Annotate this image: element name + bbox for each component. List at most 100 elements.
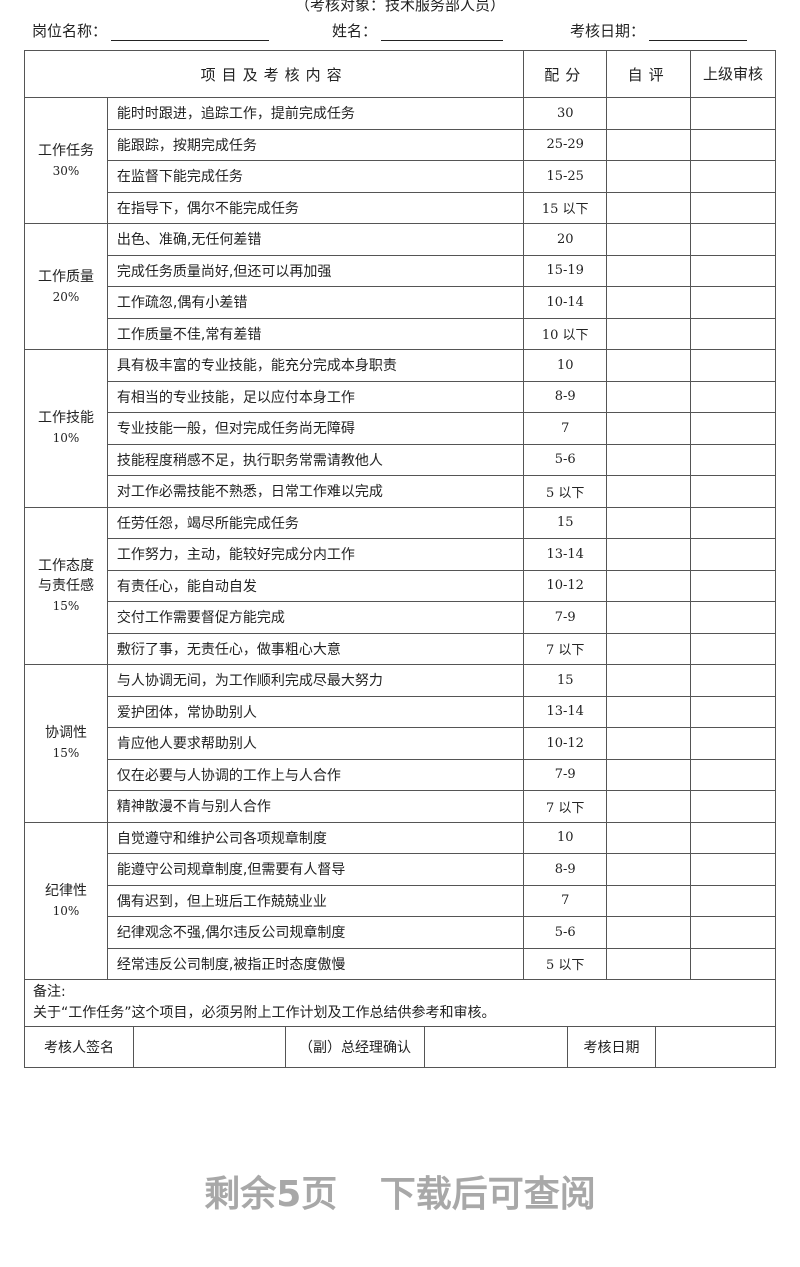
table-row: 工作疏忽,偶有小差错 10-14: [25, 286, 776, 319]
self-eval-cell[interactable]: [606, 412, 692, 445]
self-eval-cell[interactable]: [606, 790, 692, 823]
score-cell: 7-9: [523, 601, 608, 634]
header-content: 项目及考核内容: [23, 50, 525, 98]
position-field: 岗位名称：: [32, 20, 270, 41]
category-cell: 纪律性 10%: [24, 821, 108, 980]
superior-eval-cell[interactable]: [690, 664, 776, 697]
category-cell: 工作质量 20%: [24, 223, 108, 350]
self-eval-cell[interactable]: [606, 821, 692, 854]
name-input[interactable]: [381, 24, 504, 41]
superior-eval-cell[interactable]: [690, 412, 776, 445]
self-eval-cell[interactable]: [606, 632, 692, 665]
self-eval-cell[interactable]: [606, 853, 692, 886]
category-name: 纪律性: [44, 882, 87, 899]
category-name: 工作态度 与责任感: [37, 557, 94, 594]
score-cell: 25-29: [523, 128, 608, 161]
category-cell: 工作态度 与责任感 15%: [24, 506, 108, 665]
self-eval-cell[interactable]: [606, 443, 692, 476]
category-name: 工作技能: [37, 410, 94, 427]
criteria-cell: 能时时跟进，追踪工作，提前完成任务: [106, 97, 525, 130]
self-eval-cell[interactable]: [606, 947, 692, 980]
self-eval-cell[interactable]: [606, 223, 692, 256]
criteria-cell: 敷衍了事，无责任心，做事粗心大意: [106, 632, 525, 665]
superior-eval-cell[interactable]: [690, 191, 776, 224]
name-field: 姓名：: [332, 20, 504, 41]
self-eval-cell[interactable]: [606, 506, 692, 539]
table-row: 纪律性 10% 自觉遵守和维护公司各项规章制度 10: [24, 821, 776, 980]
table-row: 协调性 15% 与人协调无间，为工作顺利完成尽最大努力 15: [24, 664, 776, 823]
table-row: 仅在必要与人协调的工作上与人合作 7-9: [25, 758, 776, 791]
superior-eval-cell[interactable]: [690, 884, 776, 917]
sign-date-label: 考核日期: [568, 1027, 656, 1067]
date-input[interactable]: [649, 24, 748, 41]
self-eval-cell[interactable]: [606, 601, 692, 634]
self-eval-cell[interactable]: [606, 317, 692, 350]
reviewer-signature-cell[interactable]: [134, 1027, 286, 1067]
self-eval-cell[interactable]: [606, 884, 692, 917]
criteria-cell: 工作努力，主动，能较好完成分内工作: [106, 538, 525, 571]
table-row: 在指导下，偶尔不能完成任务 15 以下: [25, 191, 776, 224]
category-weight: 20%: [52, 289, 80, 304]
superior-eval-cell[interactable]: [690, 916, 776, 949]
superior-eval-cell[interactable]: [690, 790, 776, 823]
self-eval-cell[interactable]: [606, 97, 692, 130]
self-eval-cell[interactable]: [606, 475, 692, 508]
table-row: 纪律观念不强,偶尔违反公司规章制度 5-6: [25, 916, 776, 949]
superior-eval-cell[interactable]: [690, 128, 776, 161]
criteria-cell: 在监督下能完成任务: [106, 160, 525, 193]
score-cell: 7: [523, 884, 608, 917]
superior-eval-cell[interactable]: [690, 317, 776, 350]
score-cell: 30: [523, 97, 608, 130]
self-eval-cell[interactable]: [606, 916, 692, 949]
score-cell: 15: [523, 506, 608, 539]
footer-banner[interactable]: 剩余5页 下载后可查阅: [204, 1174, 596, 1215]
sign-date-cell[interactable]: [656, 1027, 775, 1067]
self-eval-cell[interactable]: [606, 664, 692, 697]
criteria-cell: 完成任务质量尚好,但还可以再加强: [106, 254, 525, 287]
self-eval-cell[interactable]: [606, 128, 692, 161]
name-label: 姓名：: [332, 22, 378, 40]
superior-eval-cell[interactable]: [690, 947, 776, 980]
self-eval-cell[interactable]: [606, 254, 692, 287]
self-eval-cell[interactable]: [606, 727, 692, 760]
self-eval-cell[interactable]: [606, 380, 692, 413]
manager-signature-cell[interactable]: [425, 1027, 568, 1067]
superior-eval-cell[interactable]: [690, 727, 776, 760]
superior-eval-cell[interactable]: [690, 97, 776, 130]
superior-eval-cell[interactable]: [690, 601, 776, 634]
superior-eval-cell[interactable]: [690, 160, 776, 193]
superior-eval-cell[interactable]: [690, 538, 776, 571]
superior-eval-cell[interactable]: [690, 853, 776, 886]
superior-eval-cell[interactable]: [690, 286, 776, 319]
superior-eval-cell[interactable]: [690, 695, 776, 728]
superior-eval-cell[interactable]: [690, 254, 776, 287]
self-eval-cell[interactable]: [606, 191, 692, 224]
self-eval-cell[interactable]: [606, 349, 692, 382]
table-row: 对工作必需技能不熟悉，日常工作难以完成 5 以下: [25, 475, 776, 508]
self-eval-cell[interactable]: [606, 160, 692, 193]
criteria-cell: 专业技能一般，但对完成任务尚无障碍: [106, 412, 525, 445]
superior-eval-cell[interactable]: [690, 632, 776, 665]
table-row: 经常违反公司制度,被指正时态度傲慢 5 以下: [25, 947, 776, 980]
superior-eval-cell[interactable]: [690, 443, 776, 476]
criteria-cell: 出色、准确,无任何差错: [106, 223, 525, 256]
self-eval-cell[interactable]: [606, 758, 692, 791]
superior-eval-cell[interactable]: [690, 821, 776, 854]
position-input[interactable]: [111, 24, 270, 41]
superior-eval-cell[interactable]: [690, 506, 776, 539]
self-eval-cell[interactable]: [606, 695, 692, 728]
table-row: 在监督下能完成任务 15-25: [25, 160, 776, 193]
date-field: 考核日期：: [570, 20, 748, 41]
superior-eval-cell[interactable]: [690, 223, 776, 256]
category-weight: 10%: [52, 431, 80, 446]
self-eval-cell[interactable]: [606, 286, 692, 319]
notes-label: 备注:: [33, 984, 66, 1000]
superior-eval-cell[interactable]: [690, 758, 776, 791]
superior-eval-cell[interactable]: [690, 380, 776, 413]
superior-eval-cell[interactable]: [690, 349, 776, 382]
self-eval-cell[interactable]: [606, 569, 692, 602]
superior-eval-cell[interactable]: [690, 475, 776, 508]
table-row: 工作任务 30% 能时时跟进，追踪工作，提前完成任务 30: [24, 97, 776, 224]
self-eval-cell[interactable]: [606, 538, 692, 571]
superior-eval-cell[interactable]: [690, 569, 776, 602]
